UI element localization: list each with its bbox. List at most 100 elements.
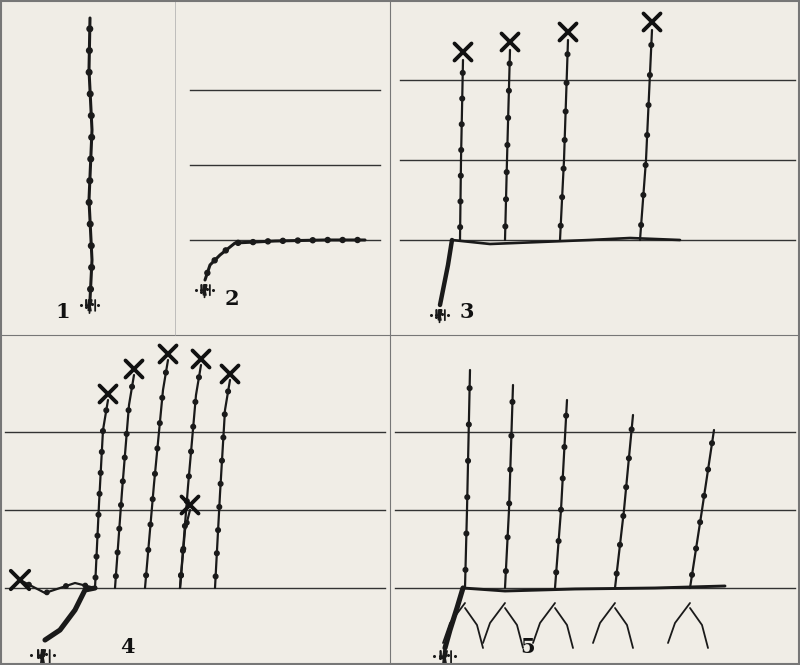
Circle shape [236,240,241,245]
Circle shape [506,88,511,93]
Circle shape [218,481,223,486]
Circle shape [181,549,186,553]
Circle shape [104,408,109,413]
Circle shape [463,567,468,572]
Circle shape [506,116,510,120]
Circle shape [121,479,125,483]
Circle shape [89,113,94,118]
Circle shape [648,72,652,77]
Circle shape [355,237,360,243]
Circle shape [465,495,470,499]
Circle shape [26,583,31,587]
Circle shape [562,138,567,142]
Circle shape [694,546,698,551]
Circle shape [639,223,643,227]
Circle shape [193,400,198,404]
Circle shape [126,408,131,412]
Circle shape [460,96,465,101]
Circle shape [185,499,189,503]
Circle shape [117,527,122,531]
Circle shape [150,497,155,501]
Circle shape [618,543,622,547]
Circle shape [702,493,706,498]
Circle shape [87,26,93,32]
Text: 3: 3 [460,302,474,322]
Circle shape [563,109,568,114]
Circle shape [87,178,93,184]
Circle shape [325,237,330,243]
Circle shape [467,386,472,390]
Circle shape [266,239,270,244]
Circle shape [178,573,183,578]
Circle shape [706,467,710,471]
Circle shape [214,551,219,555]
Circle shape [222,412,227,417]
Circle shape [96,513,101,517]
Circle shape [510,400,514,404]
Circle shape [503,569,508,573]
Circle shape [189,450,194,454]
Circle shape [562,445,566,450]
Circle shape [504,170,509,174]
Circle shape [458,225,462,229]
Circle shape [507,501,511,506]
Circle shape [94,555,98,559]
Circle shape [144,573,148,578]
Circle shape [340,237,345,243]
Circle shape [558,223,563,228]
Circle shape [153,471,158,476]
Circle shape [624,485,629,489]
Circle shape [118,503,123,507]
Circle shape [64,584,68,589]
Circle shape [459,148,463,152]
Circle shape [87,91,93,96]
Circle shape [158,421,162,426]
Circle shape [560,195,565,200]
Circle shape [564,80,569,85]
Circle shape [86,48,92,53]
Circle shape [95,533,100,538]
Circle shape [212,258,217,263]
Circle shape [179,573,183,577]
Circle shape [220,458,224,463]
Circle shape [698,520,702,525]
Circle shape [564,414,569,418]
Circle shape [182,523,187,528]
Circle shape [214,574,218,579]
Circle shape [459,122,464,126]
Circle shape [88,287,94,292]
Circle shape [641,193,646,198]
Circle shape [124,432,129,436]
Circle shape [507,61,512,66]
Circle shape [250,239,255,245]
Circle shape [504,197,508,201]
Circle shape [93,575,98,580]
Circle shape [506,535,510,539]
Circle shape [191,424,195,429]
Circle shape [89,134,94,140]
Circle shape [160,396,165,400]
Circle shape [556,539,561,543]
Circle shape [216,528,220,533]
Circle shape [164,370,168,375]
Text: 1: 1 [55,302,70,322]
Circle shape [197,375,202,380]
Circle shape [181,547,186,551]
Circle shape [223,248,228,253]
Circle shape [466,422,471,427]
Circle shape [690,573,694,577]
Circle shape [221,435,226,440]
Circle shape [148,522,153,527]
Circle shape [98,491,102,496]
Circle shape [146,548,150,552]
Circle shape [509,434,514,438]
Circle shape [122,456,127,460]
Circle shape [89,243,94,249]
Circle shape [295,238,300,243]
Circle shape [643,163,648,168]
Circle shape [83,583,87,588]
Circle shape [458,174,463,178]
Circle shape [466,459,470,463]
Circle shape [99,450,104,454]
Text: 4: 4 [120,637,134,657]
